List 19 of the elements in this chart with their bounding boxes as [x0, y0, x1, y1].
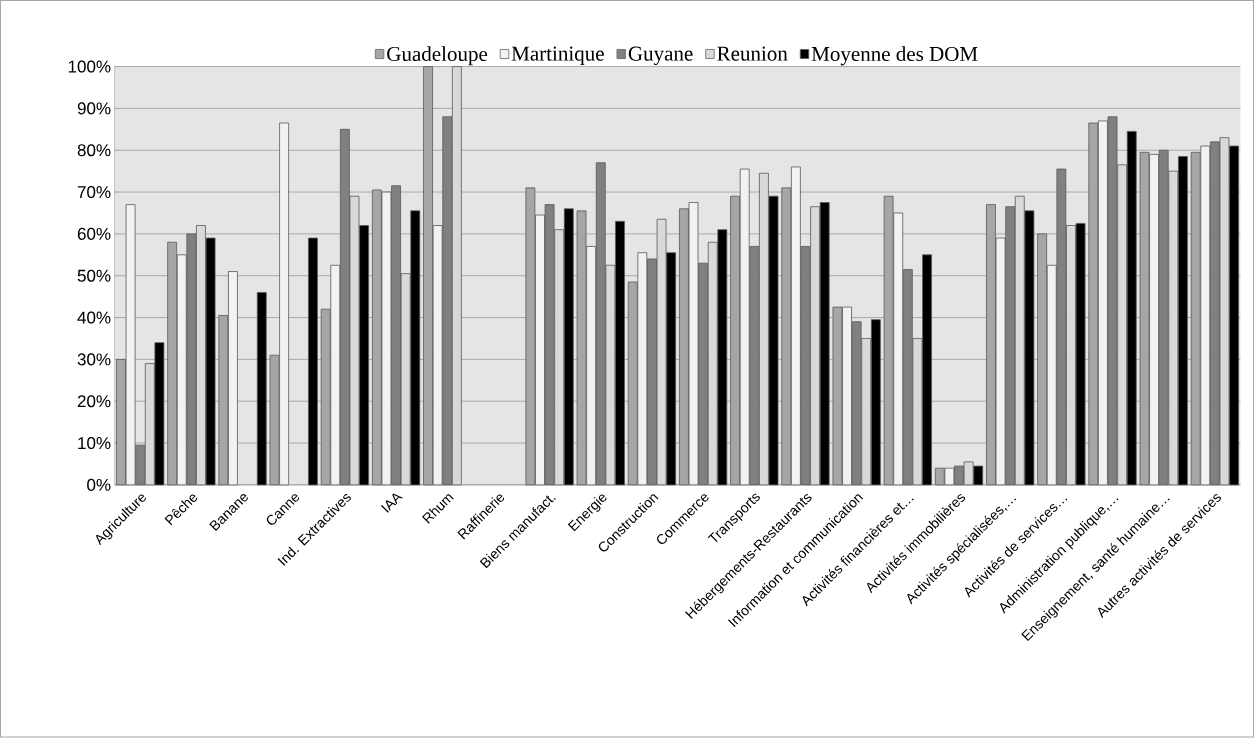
y-tick-label: 80%	[77, 144, 111, 157]
legend-label: Martinique	[511, 46, 604, 66]
y-tick-label: 70%	[77, 186, 111, 199]
y-tick-label: 60%	[77, 228, 111, 241]
x-tick-label: IAA	[381, 493, 403, 513]
y-tick-label: 90%	[77, 102, 111, 115]
y-tick-label: 0%	[87, 479, 111, 492]
legend-label: Reunion	[717, 46, 788, 61]
legend-label: Moyenne des DOM	[811, 46, 978, 66]
bar	[256, 292, 267, 486]
y-tick-label: 30%	[77, 353, 111, 366]
y-tick-label: 10%	[78, 437, 111, 450]
legend-label: Guadeloupe	[387, 46, 488, 66]
y-tick-label: 20%	[77, 395, 111, 408]
bar	[308, 237, 318, 486]
y-tick-label: 50%	[77, 269, 111, 282]
legend-label: Guyane	[628, 46, 693, 66]
y-tick-label: 40%	[77, 311, 111, 324]
y-tick-label: 100%	[68, 60, 111, 73]
